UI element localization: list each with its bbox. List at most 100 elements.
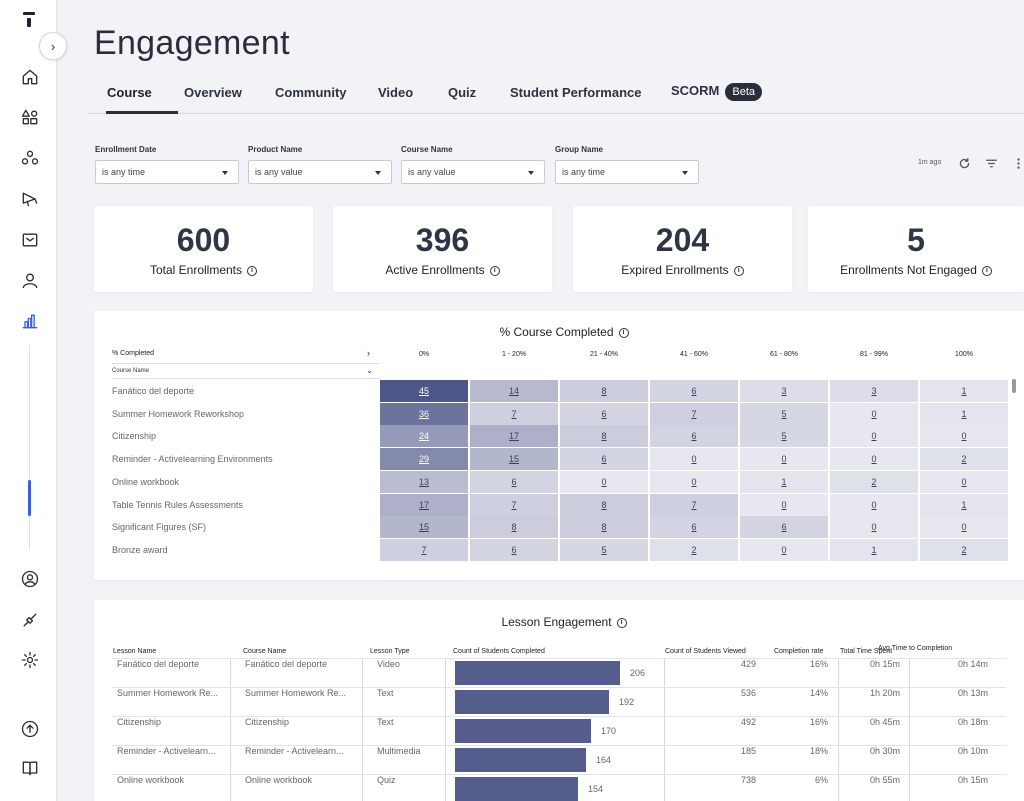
info-icon[interactable]: i bbox=[618, 327, 629, 338]
heatmap-cell[interactable]: 6 bbox=[650, 516, 738, 539]
heatmap-cell[interactable]: 5 bbox=[740, 425, 828, 448]
heatmap-cell[interactable]: 0 bbox=[920, 516, 1008, 539]
heatmap-cell[interactable]: 3 bbox=[830, 380, 918, 402]
tab-overview[interactable]: Overview bbox=[184, 85, 242, 100]
completed-bar[interactable] bbox=[455, 719, 591, 743]
enrollment-date-select[interactable]: is any time bbox=[95, 160, 239, 184]
completed-bar[interactable] bbox=[455, 690, 609, 714]
heatmap-cell[interactable]: 15 bbox=[380, 516, 468, 539]
heatmap-cell[interactable]: 7 bbox=[470, 402, 558, 425]
heatmap-cell[interactable]: 8 bbox=[470, 516, 558, 539]
heatmap-scrollbar[interactable] bbox=[1012, 379, 1016, 393]
heatmap-cell[interactable]: 1 bbox=[920, 493, 1008, 516]
col-avg-time[interactable]: Avg Time to Completion bbox=[878, 645, 953, 652]
sidebar-scroll-thumb[interactable] bbox=[28, 480, 31, 516]
refresh-icon[interactable] bbox=[956, 155, 972, 171]
heatmap-cell[interactable]: 6 bbox=[560, 402, 648, 425]
completed-bar[interactable] bbox=[455, 777, 578, 801]
heatmap-cell[interactable]: 17 bbox=[380, 493, 468, 516]
col-lesson-type[interactable]: Lesson Type bbox=[370, 648, 410, 655]
heatmap-cell[interactable]: 5 bbox=[560, 538, 648, 561]
heatmap-cell[interactable]: 1 bbox=[920, 380, 1008, 402]
heatmap-cell[interactable]: 0 bbox=[830, 516, 918, 539]
heatmap-cell[interactable]: 8 bbox=[560, 516, 648, 539]
tab-quiz[interactable]: Quiz bbox=[448, 85, 477, 100]
info-icon[interactable]: i bbox=[616, 617, 627, 628]
col-total-time[interactable]: Total Time Spent bbox=[840, 648, 893, 655]
heatmap-cell[interactable]: 0 bbox=[920, 470, 1008, 493]
heatmap-cell[interactable]: 2 bbox=[920, 448, 1008, 471]
heatmap-cell[interactable]: 6 bbox=[650, 380, 738, 402]
heatmap-cell[interactable]: 6 bbox=[740, 516, 828, 539]
gear-icon[interactable] bbox=[18, 648, 42, 672]
col-course-name[interactable]: Course Name bbox=[243, 648, 287, 655]
heatmap-cell[interactable]: 7 bbox=[470, 493, 558, 516]
heatmap-cell[interactable]: 0 bbox=[740, 538, 828, 561]
tab-community[interactable]: Community bbox=[275, 85, 347, 100]
heatmap-cell[interactable]: 2 bbox=[650, 538, 738, 561]
heatmap-cell[interactable]: 7 bbox=[650, 402, 738, 425]
heatmap-cell[interactable]: 3 bbox=[740, 380, 828, 402]
heatmap-cell[interactable]: 6 bbox=[470, 538, 558, 561]
heatmap-cell[interactable]: 8 bbox=[560, 493, 648, 516]
heatmap-cell[interactable]: 29 bbox=[380, 448, 468, 471]
megaphone-icon[interactable] bbox=[18, 187, 42, 211]
heatmap-cell[interactable]: 0 bbox=[830, 425, 918, 448]
heatmap-cell[interactable]: 6 bbox=[560, 448, 648, 471]
tab-student-performance[interactable]: Student Performance bbox=[510, 85, 642, 100]
col-students-completed[interactable]: Count of Students Completed bbox=[453, 648, 545, 655]
col-completion-rate[interactable]: Completion rate bbox=[774, 648, 824, 655]
more-options-icon[interactable] bbox=[1010, 155, 1024, 171]
heatmap-cell[interactable]: 1 bbox=[740, 470, 828, 493]
home-icon[interactable] bbox=[18, 65, 42, 89]
heatmap-cell[interactable]: 0 bbox=[650, 470, 738, 493]
heatmap-cell[interactable]: 45 bbox=[380, 380, 468, 402]
heatmap-cell[interactable]: 2 bbox=[830, 470, 918, 493]
filter-icon[interactable] bbox=[983, 155, 999, 171]
heatmap-cell[interactable]: 15 bbox=[470, 448, 558, 471]
info-icon[interactable]: i bbox=[733, 265, 744, 276]
info-icon[interactable]: i bbox=[247, 265, 258, 276]
heatmap-cell[interactable]: 0 bbox=[560, 470, 648, 493]
heatmap-cell[interactable]: 5 bbox=[740, 402, 828, 425]
shapes-icon[interactable] bbox=[18, 105, 42, 129]
analytics-icon[interactable] bbox=[18, 309, 42, 333]
integrations-icon[interactable] bbox=[18, 608, 42, 632]
account-icon[interactable] bbox=[18, 567, 42, 591]
heatmap-cell[interactable]: 6 bbox=[650, 425, 738, 448]
heatmap-cell[interactable]: 0 bbox=[830, 493, 918, 516]
heatmap-cell[interactable]: 7 bbox=[380, 538, 468, 561]
community-icon[interactable] bbox=[18, 146, 42, 170]
user-icon[interactable] bbox=[18, 268, 42, 292]
heatmap-cell[interactable]: 0 bbox=[650, 448, 738, 471]
info-icon[interactable]: i bbox=[489, 265, 500, 276]
tab-course[interactable]: Course bbox=[107, 85, 152, 100]
heatmap-cell[interactable]: 24 bbox=[380, 425, 468, 448]
heatmap-cell[interactable]: 8 bbox=[560, 425, 648, 448]
tab-scorm[interactable]: SCORM Beta bbox=[671, 83, 763, 101]
book-icon[interactable] bbox=[18, 756, 42, 780]
heatmap-cell[interactable]: 0 bbox=[830, 402, 918, 425]
heatmap-cell[interactable]: 8 bbox=[560, 380, 648, 402]
course-name-header[interactable]: Course Name ⌄ bbox=[112, 363, 379, 379]
heatmap-cell[interactable]: 0 bbox=[740, 493, 828, 516]
heatmap-cell[interactable]: 17 bbox=[470, 425, 558, 448]
col-students-viewed[interactable]: Count of Students Viewed bbox=[665, 648, 746, 655]
heatmap-cell[interactable]: 36 bbox=[380, 402, 468, 425]
heatmap-cell[interactable]: 13 bbox=[380, 470, 468, 493]
heatmap-cell[interactable]: 7 bbox=[650, 493, 738, 516]
heatmap-cell[interactable]: 0 bbox=[920, 425, 1008, 448]
heatmap-cell[interactable]: 14 bbox=[470, 380, 558, 402]
brand-logo[interactable] bbox=[23, 12, 37, 28]
inbox-icon[interactable] bbox=[18, 228, 42, 252]
completed-bar[interactable] bbox=[455, 661, 620, 685]
heatmap-cell[interactable]: 1 bbox=[920, 402, 1008, 425]
info-icon[interactable]: i bbox=[981, 265, 992, 276]
chevron-right-icon[interactable]: › bbox=[367, 348, 370, 358]
heatmap-cell[interactable]: 0 bbox=[830, 448, 918, 471]
sidebar-expand-button[interactable]: › bbox=[39, 32, 67, 60]
completed-bar[interactable] bbox=[455, 748, 586, 772]
heatmap-cell[interactable]: 0 bbox=[740, 448, 828, 471]
group-name-select[interactable]: is any time bbox=[555, 160, 699, 184]
upload-icon[interactable] bbox=[18, 717, 42, 741]
